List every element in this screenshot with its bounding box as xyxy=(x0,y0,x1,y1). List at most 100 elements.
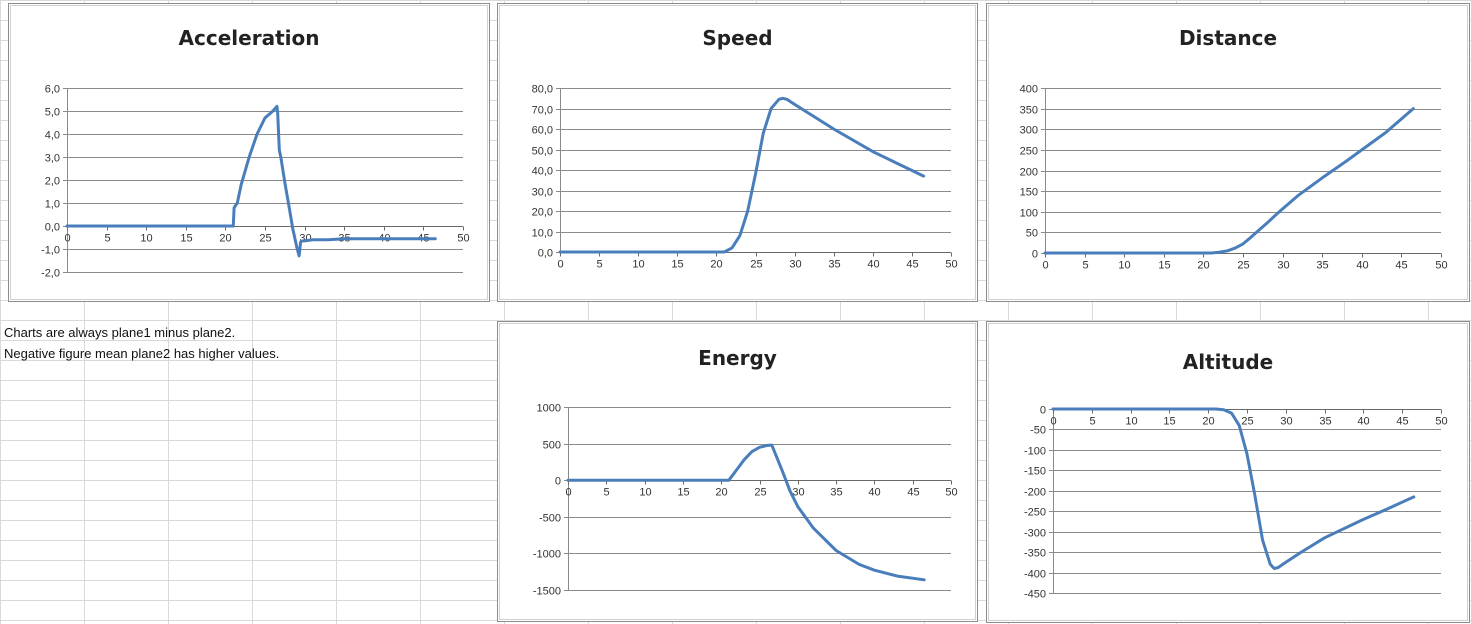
x-tick-label: 20 xyxy=(1202,416,1214,428)
y-tick-label: 80,0 xyxy=(532,84,553,96)
y-tick-label: -450 xyxy=(1024,589,1046,601)
x-tick-label: 45 xyxy=(1396,416,1408,428)
x-tick-label: 0 xyxy=(1050,416,1056,428)
y-tick-label: -350 xyxy=(1024,548,1046,560)
acceleration-plot: -2,0-1,00,01,02,03,04,05,06,00 5 10 15 20 25 3… xyxy=(41,84,470,280)
y-tick-label: -250 xyxy=(1024,507,1046,519)
series-line xyxy=(566,443,926,582)
y-tick-label: -50 xyxy=(1030,425,1046,437)
note-line-2[interactable]: Negative figure mean plane2 has higher v… xyxy=(4,346,280,361)
x-tick-label: 50 xyxy=(457,233,469,245)
x-tick-label: 45 xyxy=(906,259,918,271)
x-tick-label: 0 xyxy=(64,233,70,245)
y-tick-label: 4,0 xyxy=(45,130,60,142)
speed-plot: 0,0 10,0 20,0 30,0 40,0 50,0 60,0 70,0 80,0 0 5 10 1… xyxy=(532,84,958,271)
x-tick-label: 20 xyxy=(710,259,722,271)
y-tick-label: 6,0 xyxy=(45,84,60,96)
energy-chart-title: Energy xyxy=(698,346,777,370)
x-tick-label: 40 xyxy=(867,259,879,271)
x-tick-label: 40 xyxy=(1357,416,1369,428)
y-tick-label: 300 xyxy=(1020,125,1038,137)
y-tick-label: 10,0 xyxy=(532,228,553,240)
y-tick-label: 0,0 xyxy=(538,248,553,260)
x-tick-label: 30 xyxy=(792,487,804,499)
distance-chart[interactable]: Distance 0 50 100 150 200 250 300 350 400 0 5 10 15 2… xyxy=(986,3,1470,302)
x-tick-label: 40 xyxy=(868,487,880,499)
x-tick-label: 5 xyxy=(104,233,110,245)
x-tick-label: 5 xyxy=(596,259,602,271)
y-tick-label: 250 xyxy=(1020,146,1038,158)
distance-plot: 0 50 100 150 200 250 300 350 400 0 5 10 15 20 25 30 35 40… xyxy=(1020,84,1448,272)
y-tick-label: 30,0 xyxy=(532,187,553,199)
y-tick-label: 0 xyxy=(1040,405,1046,417)
acceleration-chart[interactable]: Acceleration -2,0 -1,0 0,0 1,0 2,0 3,0 4,0 5,0 6… xyxy=(8,3,490,302)
y-tick-label: 350 xyxy=(1020,105,1038,117)
energy-chart[interactable]: Energy -1500 -1000 -500 0 500 1000 0 5 10 15 20 25 3… xyxy=(497,321,978,622)
x-tick-label: 0 xyxy=(557,259,563,271)
x-tick-label: 25 xyxy=(750,259,762,271)
x-tick-label: 50 xyxy=(945,487,957,499)
altitude-plot: -450 -400 -350 -300 -250 -200 -150 -100 -50 00 5 10… xyxy=(1024,405,1448,601)
y-tick-label: -1500 xyxy=(533,586,561,598)
note-line-1[interactable]: Charts are always plane1 minus plane2. xyxy=(4,325,236,340)
y-tick-label: 60,0 xyxy=(532,125,553,137)
x-tick-label: 45 xyxy=(907,487,919,499)
x-tick-label: 40 xyxy=(1356,260,1368,272)
y-tick-label: -400 xyxy=(1024,569,1046,581)
x-tick-label: 35 xyxy=(1316,260,1328,272)
y-tick-label: 70,0 xyxy=(532,105,553,117)
speed-chart[interactable]: Speed 0,0 10,0 20,0 30,0 40,0 50,0 60,0 70,0 80,… xyxy=(497,3,978,302)
distance-chart-title: Distance xyxy=(1178,26,1278,50)
y-tick-label: 0 xyxy=(555,476,561,488)
x-tick-label: 45 xyxy=(1395,260,1407,272)
x-tick-label: 0 xyxy=(565,487,571,499)
x-tick-label: 10 xyxy=(140,233,152,245)
x-tick-label: 20 xyxy=(1197,260,1209,272)
y-tick-label: -300 xyxy=(1024,528,1046,540)
x-tick-label: 30 xyxy=(789,259,801,271)
y-tick-label: 1,0 xyxy=(45,199,60,211)
y-tick-label: -500 xyxy=(539,513,561,525)
y-tick-label: 200 xyxy=(1020,167,1038,179)
y-tick-label: 400 xyxy=(1020,84,1038,96)
series-line xyxy=(1043,107,1415,255)
series-line xyxy=(558,96,926,254)
x-tick-label: 25 xyxy=(1237,260,1249,272)
y-tick-label: 50,0 xyxy=(532,146,553,158)
y-tick-label: 5,0 xyxy=(45,107,60,119)
x-tick-label: 15 xyxy=(180,233,192,245)
x-tick-label: 10 xyxy=(1118,260,1130,272)
x-tick-label: 30 xyxy=(1280,416,1292,428)
y-tick-label: -100 xyxy=(1024,446,1046,458)
x-tick-label: 30 xyxy=(1277,260,1289,272)
y-tick-label: 0,0 xyxy=(45,222,60,234)
x-tick-label: 15 xyxy=(677,487,689,499)
y-tick-label: -150 xyxy=(1024,466,1046,478)
x-tick-label: 15 xyxy=(1158,260,1170,272)
y-tick-label: 50 xyxy=(1026,228,1038,240)
y-tick-label: -1,0 xyxy=(41,245,60,257)
x-tick-label: 35 xyxy=(830,487,842,499)
x-tick-label: 10 xyxy=(1125,416,1137,428)
x-tick-label: 35 xyxy=(828,259,840,271)
y-tick-label: 500 xyxy=(543,440,561,452)
x-tick-label: 15 xyxy=(671,259,683,271)
x-tick-label: 20 xyxy=(219,233,231,245)
x-tick-label: 25 xyxy=(1241,416,1253,428)
acceleration-chart-title: Acceleration xyxy=(178,26,320,50)
x-tick-label: 15 xyxy=(1163,416,1175,428)
x-tick-label: 50 xyxy=(945,259,957,271)
energy-plot: -1500 -1000 -500 0 500 1000 0 5 10 15 20 25 30 35 40 45… xyxy=(533,403,958,598)
y-tick-label: -200 xyxy=(1024,487,1046,499)
x-tick-label: 50 xyxy=(1435,416,1447,428)
series-line xyxy=(65,104,437,258)
x-tick-label: 10 xyxy=(639,487,651,499)
altitude-chart[interactable]: Altitude -450 -400 -350 -300 -250 -200 -150 -10… xyxy=(986,321,1470,623)
x-tick-label: 35 xyxy=(1319,416,1331,428)
x-tick-label: 0 xyxy=(1042,260,1048,272)
speed-chart-title: Speed xyxy=(702,26,773,50)
y-tick-label: -1000 xyxy=(533,549,561,561)
x-tick-label: 50 xyxy=(1435,260,1447,272)
y-tick-label: 20,0 xyxy=(532,207,553,219)
